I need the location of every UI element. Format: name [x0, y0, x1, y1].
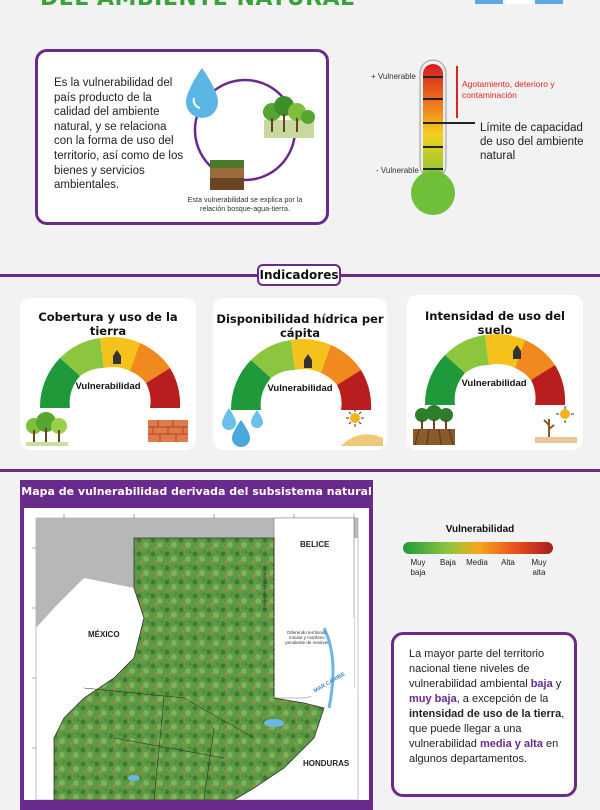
conclusion-highlight: baja [530, 678, 553, 690]
gauge-label: Vulnerabilidad [267, 383, 333, 394]
flag-stripe [475, 0, 503, 4]
gauge-needle [304, 354, 312, 368]
vulnerability-gauge [424, 334, 566, 405]
indicator-card-soil-use: Intensidad de uso del suelo Vulnerabilid… [407, 295, 583, 450]
vulnerability-gauge [39, 337, 181, 408]
conclusion-text: La mayor parte del territorio nacional t… [409, 647, 567, 767]
map-label-honduras: HONDURAS [303, 759, 350, 768]
legend-level: Muy baja [410, 558, 426, 577]
gauge-label: Vulnerabilidad [461, 378, 527, 389]
more-vulnerable-label: + Vulnerable [371, 72, 416, 81]
conclusion-card [391, 632, 577, 797]
intro-text: Es la vulnerabilidad del país producto d… [54, 77, 184, 192]
conclusion-bold: intensidad de uso de la tierra [409, 708, 562, 720]
sun-desert-icon [341, 409, 383, 446]
conclusion-highlight: muy baja [409, 693, 457, 705]
legend-level: Media [466, 558, 488, 567]
legend-title: Vulnerabilidad [445, 524, 515, 535]
conclusion-segment: y [552, 678, 562, 690]
gauge-needle [513, 345, 521, 359]
forest-water-soil-cycle-icon [186, 68, 315, 190]
conclusion-segment: La mayor parte del territorio nacional t… [409, 648, 545, 690]
depletion-note: Agotamiento, deterioro y contaminación [462, 79, 555, 100]
indicator-title: Intensidad de uso del suelo [425, 309, 565, 337]
map-note-adjacency: Franja de adyacencia [262, 566, 267, 610]
indicators-heading: Indicadores [257, 264, 341, 286]
tree-field-icon [413, 405, 455, 445]
indicator-card-land-cover: Cobertura y uso de la tierra Vulnerabili… [20, 298, 196, 450]
legend-color-scale [403, 542, 553, 554]
map-label-belice: BELICE [300, 540, 330, 549]
soil-icon [210, 160, 244, 190]
conclusion-highlight: media y alta [479, 738, 543, 750]
vulnerability-gauge [230, 339, 372, 410]
trees-icon [263, 96, 315, 138]
legend-level: Baja [439, 558, 456, 567]
dead-tree-sun-icon [535, 406, 577, 443]
gauge-needle [113, 350, 121, 364]
conclusion-segment: , a excepción de la [456, 693, 549, 705]
vulnerability-map [24, 508, 369, 800]
flag-stripe [505, 0, 533, 4]
map-title: Mapa de vulnerabilidad derivada del subs… [20, 480, 373, 504]
map-note-dispute: Diferendo territorial, insular y marítim… [285, 630, 329, 645]
water-drops-icon [222, 408, 263, 447]
legend-level: Muy alta [531, 558, 547, 577]
brick-soil-icon [148, 420, 188, 442]
conclusion-segment: , que puede llegar a una vulnerabilidad [409, 708, 565, 750]
conclusion-segment: en algunos departamentos. [409, 738, 559, 765]
legend-level: Alta [501, 558, 515, 567]
intro-caption: Esta vulnerabilidad se explica por la re… [187, 195, 303, 213]
indicator-card-water: Disponibilidad hídrica per cápita Vulner… [213, 298, 387, 450]
danger-bracket [456, 66, 458, 118]
less-vulnerable-label: - Vulnerable [376, 166, 419, 175]
indicator-title: Disponibilidad hídrica per cápita [216, 312, 384, 340]
forest-icon [26, 412, 68, 446]
thermometer-icon [411, 59, 475, 215]
water-drop-icon [186, 68, 218, 118]
gauge-label: Vulnerabilidad [75, 381, 141, 392]
map-label-mexico: MÉXICO [88, 630, 120, 639]
flag-stripe [535, 0, 563, 4]
page-title: DEL AMBIENTE NATURAL [40, 0, 355, 11]
section-divider [0, 469, 600, 472]
capacity-limit-note: Límite de capacidad de uso del ambiente … [480, 122, 584, 162]
indicator-title: Cobertura y uso de la tierra [38, 310, 178, 338]
